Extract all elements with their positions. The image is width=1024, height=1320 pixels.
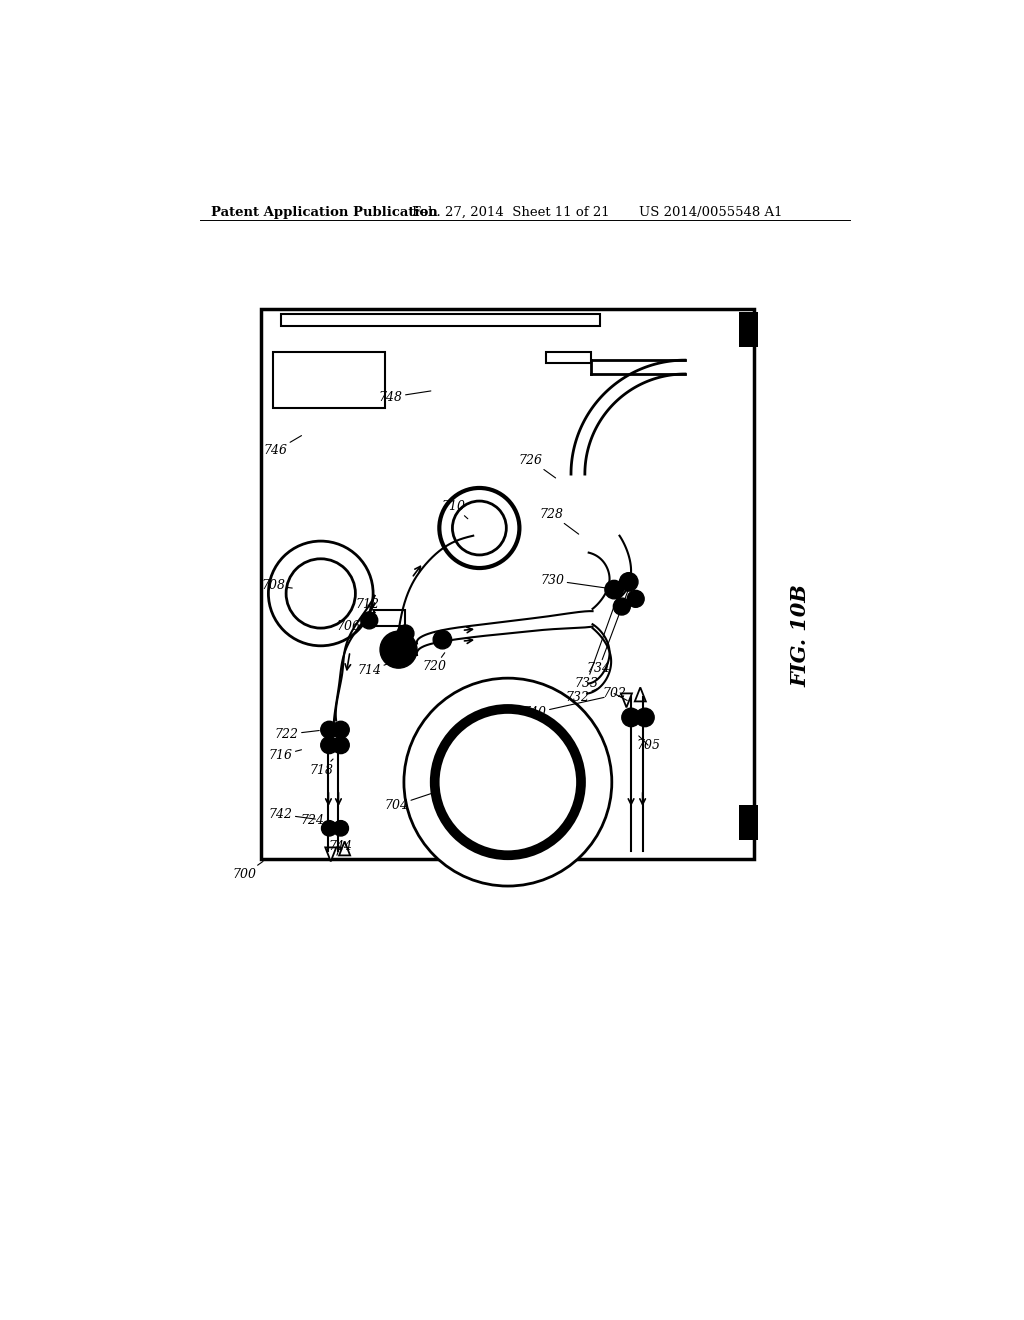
Circle shape xyxy=(636,708,654,726)
Polygon shape xyxy=(621,693,632,708)
Text: 705: 705 xyxy=(636,737,660,751)
Text: 746: 746 xyxy=(263,436,301,458)
Text: 740: 740 xyxy=(523,697,604,719)
Circle shape xyxy=(322,821,337,836)
Bar xyxy=(739,805,758,840)
Circle shape xyxy=(333,737,349,754)
Circle shape xyxy=(613,598,631,615)
Text: 710: 710 xyxy=(442,500,468,519)
Circle shape xyxy=(268,541,373,645)
Text: 732: 732 xyxy=(565,688,599,704)
Circle shape xyxy=(435,709,581,855)
Text: 708: 708 xyxy=(261,579,292,593)
Text: 748: 748 xyxy=(379,391,431,404)
Text: 722: 722 xyxy=(274,727,319,741)
Circle shape xyxy=(321,737,338,754)
Text: 702: 702 xyxy=(602,686,628,701)
Polygon shape xyxy=(635,688,646,701)
Text: 730: 730 xyxy=(541,574,606,589)
Text: 734: 734 xyxy=(587,586,630,676)
Circle shape xyxy=(453,502,506,554)
Text: FIG. 10B: FIG. 10B xyxy=(791,585,810,688)
Bar xyxy=(261,309,755,859)
Circle shape xyxy=(380,631,417,668)
Text: 742: 742 xyxy=(268,808,315,821)
Text: 726: 726 xyxy=(519,454,556,478)
Bar xyxy=(739,313,758,347)
Text: 706: 706 xyxy=(337,620,366,634)
Circle shape xyxy=(622,708,640,726)
Text: 728: 728 xyxy=(540,508,579,535)
Text: 712: 712 xyxy=(355,598,380,612)
Circle shape xyxy=(333,821,348,836)
Text: 716: 716 xyxy=(268,748,301,762)
Text: 704: 704 xyxy=(384,793,431,812)
Circle shape xyxy=(605,581,624,599)
Circle shape xyxy=(433,631,452,649)
Text: 700: 700 xyxy=(232,862,263,880)
Circle shape xyxy=(403,678,611,886)
Text: 718: 718 xyxy=(309,759,334,777)
Circle shape xyxy=(620,573,638,591)
Polygon shape xyxy=(326,847,336,862)
Text: 744: 744 xyxy=(328,840,352,855)
Bar xyxy=(547,352,591,363)
Circle shape xyxy=(321,721,338,738)
Polygon shape xyxy=(339,841,350,855)
Text: Patent Application Publication: Patent Application Publication xyxy=(211,206,438,219)
Circle shape xyxy=(360,612,378,628)
Text: 733: 733 xyxy=(574,602,615,690)
Text: 724: 724 xyxy=(300,814,330,830)
Circle shape xyxy=(439,488,519,568)
Circle shape xyxy=(628,590,644,607)
Text: US 2014/0055548 A1: US 2014/0055548 A1 xyxy=(639,206,782,219)
Bar xyxy=(273,352,385,408)
Circle shape xyxy=(286,558,355,628)
Circle shape xyxy=(397,626,414,642)
Text: Feb. 27, 2014  Sheet 11 of 21: Feb. 27, 2014 Sheet 11 of 21 xyxy=(412,206,609,219)
Bar xyxy=(374,610,404,626)
Text: 720: 720 xyxy=(423,653,446,673)
Bar xyxy=(281,314,600,326)
Circle shape xyxy=(333,721,349,738)
Text: 714: 714 xyxy=(357,663,391,677)
